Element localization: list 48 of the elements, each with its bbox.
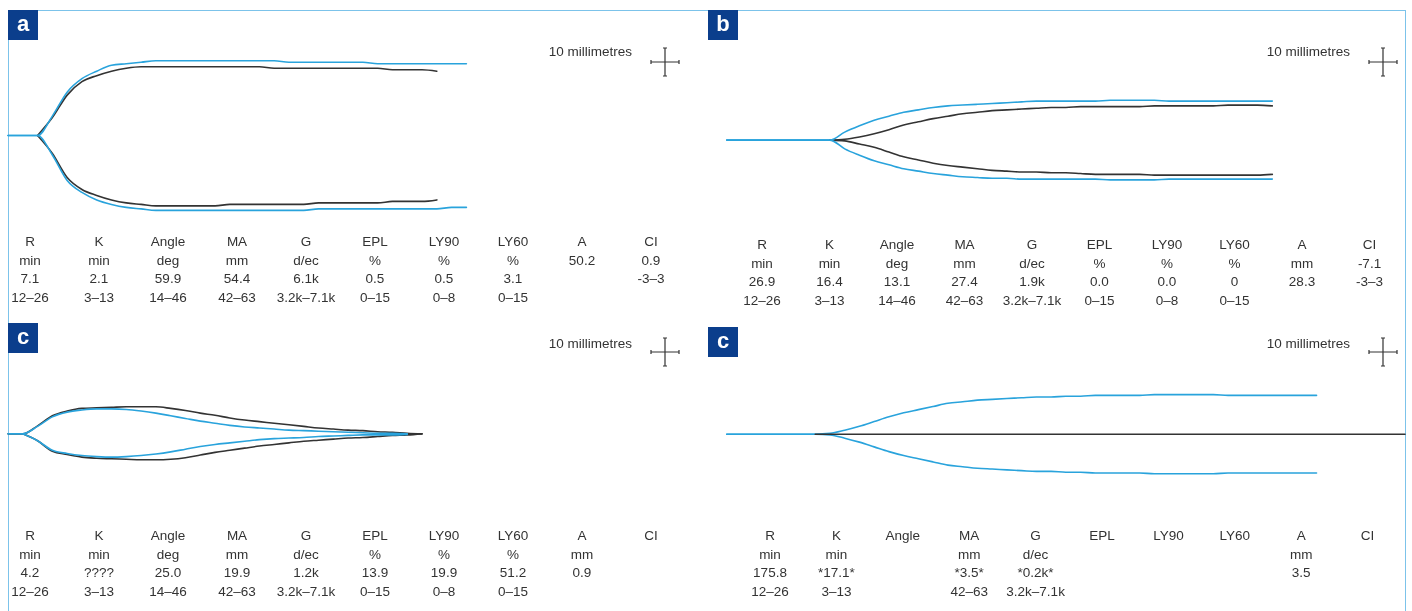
text: MA mm 54.4 42–63 (218, 234, 256, 306)
text: A mm 3.5 (1289, 528, 1313, 581)
chart-title: b (708, 10, 738, 40)
text: A mm 28.3 (1288, 237, 1316, 290)
text: EPL (1089, 528, 1116, 543)
text: EPL % 0.5 0–15 (359, 234, 391, 306)
text: K min 16.4 3–13 (814, 237, 845, 309)
text: K min ???? 3–13 (83, 528, 115, 600)
text: MA mm 19.9 42–63 (218, 528, 256, 600)
text: Angle (885, 528, 921, 543)
text: 10 millimetres (548, 336, 633, 351)
text: K min 2.1 3–13 (83, 234, 115, 306)
text: G d/ec 1.9k 3.2k–7.1k (1002, 237, 1062, 309)
chart-title: a (8, 10, 38, 40)
text: LY60 % 3.1 0–15 (497, 234, 529, 306)
chart-title: c (8, 323, 38, 353)
text: R min 26.9 12–26 (743, 237, 781, 309)
text: R min 7.1 12–26 (11, 234, 49, 306)
text: 10 millimetres (548, 44, 633, 59)
text: EPL % 0.0 0–15 (1084, 237, 1115, 309)
text: MA mm *3.5* 42–63 (950, 528, 988, 600)
text: MA mm 27.4 42–63 (945, 237, 984, 309)
text: LY90 % 0.5 0–8 (428, 234, 460, 306)
text: LY60 % 51.2 0–15 (497, 528, 529, 600)
text: K min *17.1* 3–13 (818, 528, 856, 600)
text: LY90 % 19.9 0–8 (428, 528, 460, 600)
text: LY60 (1219, 528, 1251, 543)
text: G d/ec *0.2k* 3.2k–7.1k (1006, 528, 1066, 600)
text: R min 175.8 12–26 (751, 528, 789, 600)
text: LY90 (1153, 528, 1184, 543)
text: 10 millimetres (1266, 44, 1351, 59)
text: EPL % 13.9 0–15 (359, 528, 391, 600)
text: Angle deg 13.1 14–46 (878, 237, 916, 309)
text: LY60 % 0 0–15 (1219, 237, 1250, 309)
chart-title: c (708, 327, 738, 357)
text: LY90 % 0.0 0–8 (1151, 237, 1183, 309)
text: Angle deg 25.0 14–46 (149, 528, 187, 600)
text: 10 millimetres (1266, 336, 1351, 351)
text: CI (1360, 528, 1375, 543)
text: A mm 0.9 (570, 528, 594, 581)
text: Angle deg 59.9 14–46 (149, 234, 187, 306)
text: CI -7.1 -3–3 (1355, 237, 1384, 290)
text: G d/ec 1.2k 3.2k–7.1k (276, 528, 336, 600)
text: A 50.2 (568, 234, 596, 268)
text: CI (644, 528, 658, 543)
text: CI 0.9 -3–3 (637, 234, 665, 287)
text: G d/ec 6.1k 3.2k–7.1k (276, 234, 336, 306)
text: R min 4.2 12–26 (11, 528, 49, 600)
